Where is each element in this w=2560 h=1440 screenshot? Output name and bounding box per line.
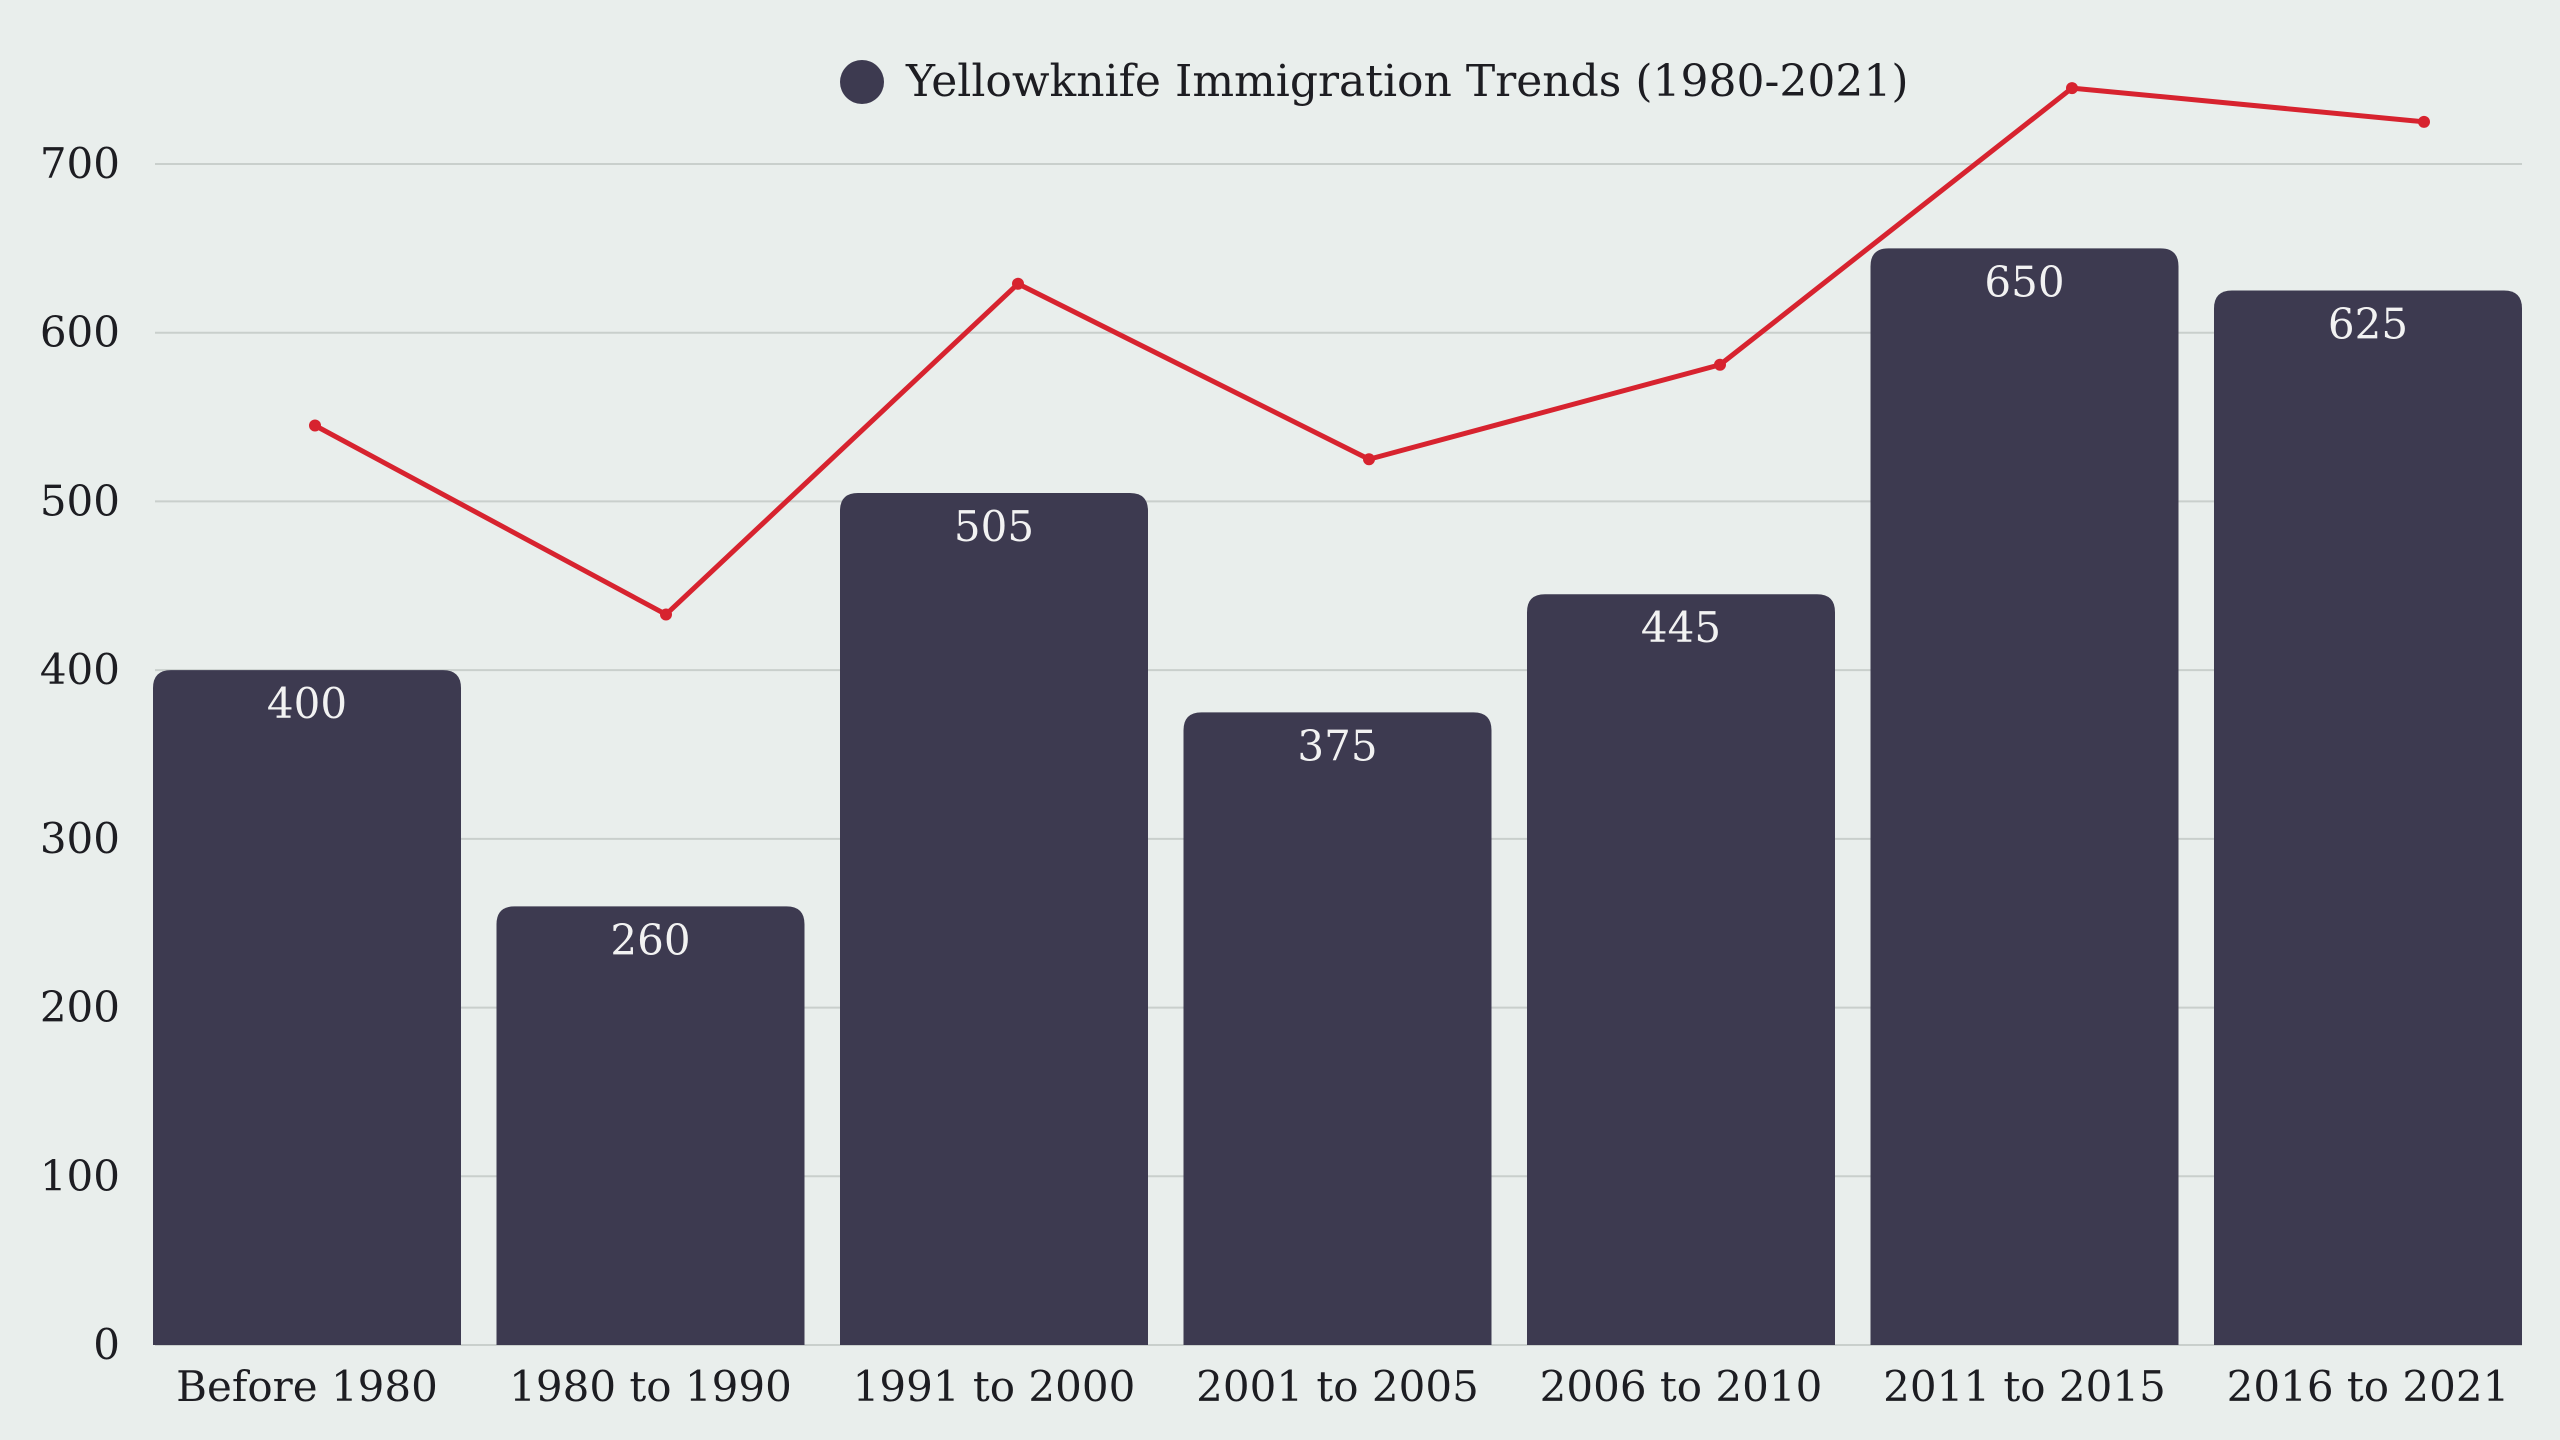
x-tick-label: 2001 to 2005 (1196, 1362, 1479, 1411)
bar-value-label: 260 (610, 915, 690, 964)
trend-point (660, 608, 672, 621)
bar (1183, 712, 1492, 1345)
trend-line (309, 82, 2430, 621)
bar-value-label: 375 (1297, 721, 1377, 770)
y-axis: 0 100 200 300 400 500 600 700 (40, 139, 120, 1369)
y-tick-label: 600 (40, 308, 120, 357)
y-tick-label: 400 (40, 645, 120, 694)
x-tick-label: 2006 to 2010 (1540, 1362, 1823, 1411)
bar-value-label: 400 (267, 679, 347, 728)
bar-value-label: 505 (954, 502, 1034, 551)
legend: Yellowknife Immigration Trends (1980-202… (840, 56, 1908, 107)
bar (496, 906, 805, 1345)
y-tick-label: 200 (40, 983, 120, 1032)
trend-point (309, 419, 321, 432)
x-tick-label: 1991 to 2000 (853, 1362, 1136, 1411)
y-tick-label: 300 (40, 814, 120, 863)
bar (2214, 290, 2522, 1346)
trend-point (2066, 82, 2078, 95)
bars (153, 248, 2522, 1346)
y-tick-label: 700 (40, 139, 120, 188)
bar-value-label: 625 (2328, 300, 2408, 349)
x-axis: Before 1980 1980 to 1990 1991 to 2000 2001 … (176, 1362, 2509, 1411)
legend-label: Yellowknife Immigration Trends (1980-202… (905, 56, 1908, 107)
x-tick-label: 2016 to 2021 (2227, 1362, 2510, 1411)
y-tick-label: 500 (40, 476, 120, 525)
y-tick-label: 100 (40, 1151, 120, 1200)
bar (1870, 248, 2179, 1345)
trend-point (1363, 453, 1375, 466)
x-tick-label: 1980 to 1990 (509, 1362, 792, 1411)
bar-labels: 400 260 505 375 445 650 625 (267, 257, 2408, 964)
x-tick-label: 2011 to 2015 (1883, 1362, 2166, 1411)
bar (840, 492, 1148, 1345)
y-tick-label: 0 (93, 1320, 120, 1369)
trend-point (1012, 277, 1024, 290)
legend-marker (840, 60, 884, 104)
trend-point (1714, 358, 1726, 371)
bar (153, 670, 461, 1345)
trend-point (2418, 115, 2430, 128)
x-tick-label: Before 1980 (176, 1362, 438, 1411)
bar-value-label: 445 (1641, 603, 1721, 652)
bar (1527, 594, 1835, 1345)
bar-value-label: 650 (1984, 257, 2064, 306)
